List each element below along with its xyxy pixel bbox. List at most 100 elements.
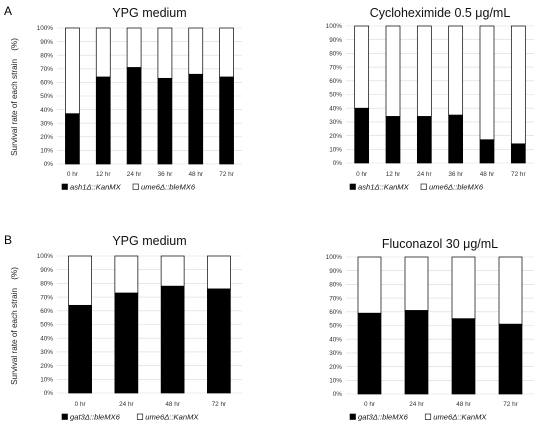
bar-segment-primary [207, 288, 231, 394]
bar-segment-primary [448, 114, 464, 164]
y-tick-label: 30% [329, 350, 342, 357]
chart-title: YPG medium [112, 6, 186, 20]
bar-segment-primary [95, 76, 111, 165]
bar-segment-secondary [219, 27, 234, 78]
x-tick-label: 0 hr [356, 171, 368, 178]
bar-segment-secondary [451, 256, 476, 320]
y-tick-label: 50% [40, 93, 53, 100]
y-tick-label: 30% [40, 120, 53, 127]
chart-title: YPG medium [112, 234, 186, 248]
y-tick-label: 0% [44, 161, 54, 168]
bar-segment-secondary [404, 256, 429, 311]
y-tick-label: 20% [40, 363, 53, 370]
x-tick-label: 72 hr [219, 171, 234, 178]
bar-segment-secondary [498, 256, 523, 325]
legend-label: ume6Δ::bleMX6 [429, 183, 484, 192]
legend-swatch [349, 413, 356, 420]
y-tick-label: 10% [40, 148, 53, 155]
legend-label: ash1Δ::KanMX [70, 183, 122, 192]
y-tick-label: 60% [329, 309, 342, 316]
y-tick-label: 40% [329, 336, 342, 343]
y-tick-label: 80% [329, 282, 342, 289]
legend-swatch [132, 183, 139, 190]
legend-swatch [424, 413, 432, 420]
bar-segment-secondary [357, 256, 382, 314]
y-tick-label: 40% [329, 105, 342, 112]
y-tick-label: 100% [37, 25, 54, 32]
bar-segment-primary [357, 312, 382, 395]
bar-segment-primary [160, 285, 185, 394]
chart-3: YPG medium 0% 10% 20% 30% 40% 50% 60% 70% 80% 90% 1… [37, 234, 242, 422]
y-tick-label: 10% [329, 378, 342, 385]
bar-segment-primary [510, 143, 526, 164]
legend-swatch [61, 413, 68, 420]
y-tick-label: 10% [329, 147, 342, 154]
x-tick-label: 24 hr [119, 401, 134, 408]
bar-segment-secondary [479, 25, 495, 141]
legend-swatch [349, 183, 356, 190]
bar-segment-primary [188, 73, 204, 165]
bar-segment-secondary [188, 27, 204, 75]
y-tick-label: 40% [40, 107, 53, 114]
x-tick-label: 12 hr [386, 171, 401, 178]
y-tick-label: 80% [329, 51, 342, 58]
y-tick-label: 100% [37, 253, 54, 260]
y-tick-label: 30% [40, 349, 53, 356]
bar-segment-secondary [160, 255, 185, 287]
y-axis-label-b: Survival rate of each strain (%) [10, 267, 19, 385]
legend-label: gat3Δ::bleMX6 [70, 413, 121, 422]
x-tick-label: 48 hr [188, 171, 203, 178]
bar-segment-primary [114, 292, 139, 394]
x-tick-label: 72 hr [503, 401, 518, 408]
y-tick-label: 90% [329, 268, 342, 275]
x-tick-label: 0 hr [75, 401, 87, 408]
y-tick-label: 60% [40, 80, 53, 87]
x-tick-label: 0 hr [67, 171, 79, 178]
y-tick-label: 30% [329, 119, 342, 126]
y-tick-label: 70% [329, 295, 342, 302]
y-tick-label: 90% [40, 267, 53, 274]
x-tick-label: 24 hr [409, 401, 424, 408]
bar-segment-primary [219, 76, 234, 165]
y-tick-label: 100% [326, 23, 343, 30]
chart-4: Fluconazol 30 μg/mL 0% 10% 20% 30% 40% 50% 60% 7… [326, 237, 534, 422]
y-tick-label: 80% [40, 52, 53, 59]
legend-label: ume6Δ::KanMX [145, 413, 199, 422]
x-tick-label: 48 hr [165, 401, 180, 408]
x-tick-label: 36 hr [448, 171, 463, 178]
x-tick-label: 48 hr [456, 401, 471, 408]
x-tick-label: 36 hr [158, 171, 173, 178]
y-tick-label: 40% [40, 335, 53, 342]
bar-segment-secondary [510, 25, 526, 145]
legend-swatch [136, 413, 144, 420]
y-tick-label: 90% [329, 37, 342, 44]
chart-title: Cycloheximide 0.5 μg/mL [370, 6, 511, 20]
x-tick-label: 48 hr [480, 171, 495, 178]
bar-segment-primary [479, 139, 495, 164]
y-tick-label: 20% [329, 364, 342, 371]
panel-label-b: B [4, 233, 12, 247]
legend-swatch [61, 183, 68, 190]
y-tick-label: 80% [40, 281, 53, 288]
bar-segment-secondary [65, 27, 80, 115]
bar-segment-primary [404, 310, 429, 395]
bar-segment-primary [157, 77, 173, 165]
bar-segment-secondary [354, 25, 370, 109]
bar-segment-secondary [126, 27, 142, 68]
chart-1: YPG medium 0% 10% 20% 30% 40% 50% 60% 70% 80% 90% 1… [37, 6, 242, 192]
bar-segment-primary [416, 116, 432, 164]
chart-title: Fluconazol 30 μg/mL [382, 237, 498, 251]
panel-label-a: A [4, 4, 12, 18]
y-tick-label: 50% [329, 323, 342, 330]
bar-segment-secondary [207, 255, 231, 290]
bar-segment-secondary [385, 25, 401, 117]
y-tick-label: 20% [40, 134, 53, 141]
y-tick-label: 50% [40, 322, 53, 329]
bar-segment-primary [451, 318, 476, 395]
x-tick-label: 24 hr [417, 171, 432, 178]
bar-segment-primary [126, 67, 142, 165]
y-tick-label: 100% [326, 254, 343, 261]
charts-container: YPG medium 0% 10% 20% 30% 40% 50% 60% 70% 80% 90% 1… [37, 6, 534, 422]
bar-segment-primary [354, 107, 370, 164]
